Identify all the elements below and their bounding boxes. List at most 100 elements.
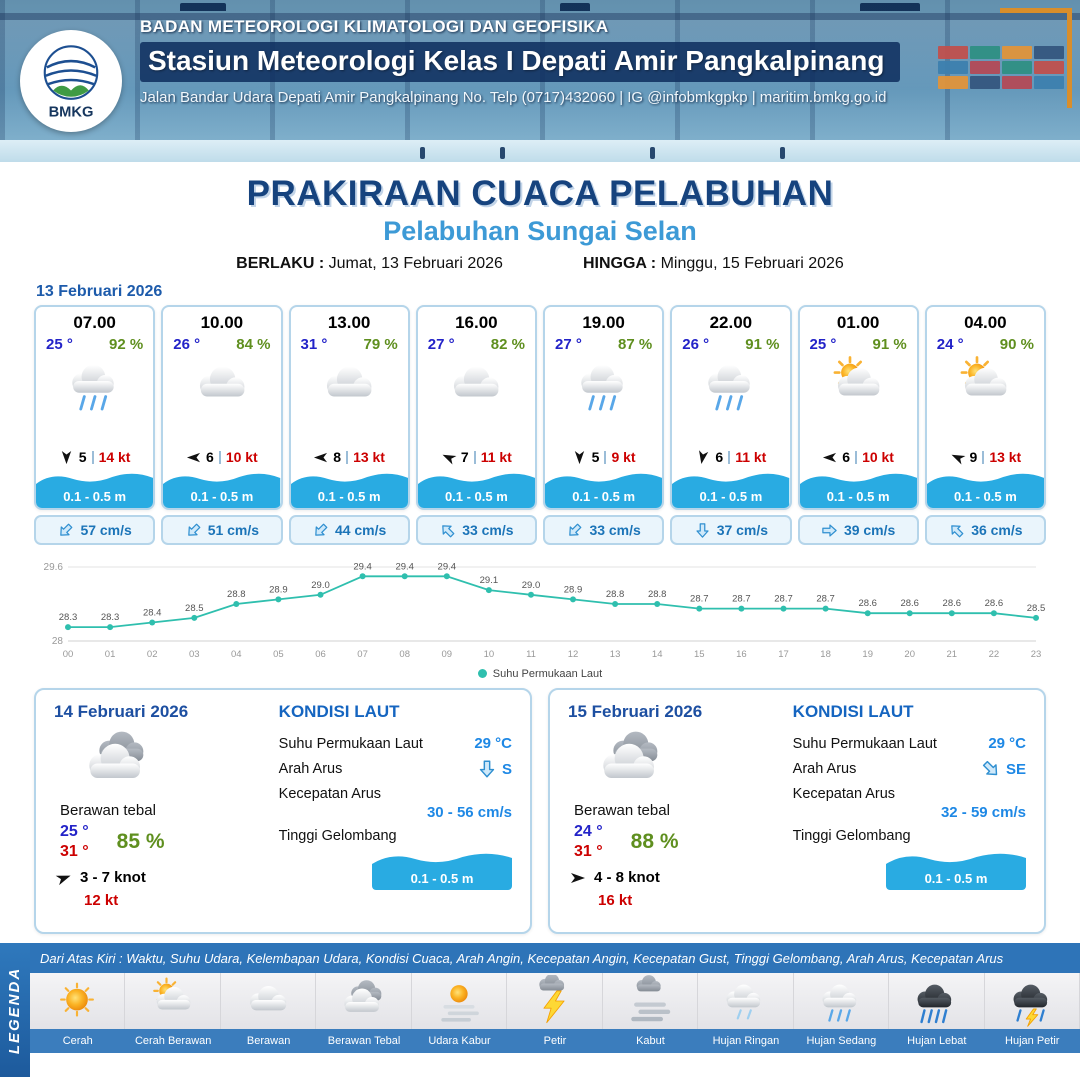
svg-text:08: 08 bbox=[399, 649, 410, 660]
logo-text: BMKG bbox=[49, 105, 94, 121]
svg-text:28.7: 28.7 bbox=[732, 594, 751, 605]
svg-text:28.6: 28.6 bbox=[858, 598, 877, 609]
legend-weather-icon bbox=[793, 973, 890, 1029]
current-speed-box: 57 cm/s bbox=[34, 515, 156, 545]
crane-arm-icon bbox=[1000, 8, 1072, 13]
terminal-floor-illustration bbox=[0, 140, 1080, 162]
person-silhouette bbox=[780, 147, 785, 159]
humidity: 91 % bbox=[872, 336, 907, 353]
hourly-card-body: 22.00 26 ° 91 % 6 11 kt 0.1 - 0.5 m bbox=[670, 305, 792, 510]
wind-speed: 8 bbox=[333, 449, 342, 465]
weather-icon bbox=[418, 353, 535, 417]
legend-item: Hujan Lebat bbox=[889, 973, 985, 1053]
daily-date: 14 Februari 2026 bbox=[54, 702, 189, 721]
sst-row: Suhu Permukaan Laut 29 °C bbox=[793, 735, 1026, 752]
current-speed-box: 33 cm/s bbox=[415, 515, 537, 545]
org-name: BADAN METEOROLOGI KLIMATOLOGI DAN GEOFIS… bbox=[140, 17, 609, 36]
air-temperature: 24 ° bbox=[936, 336, 964, 353]
legend-item: Kabut bbox=[602, 973, 699, 1053]
temp-humidity-row: 25 ° 92 % bbox=[36, 333, 153, 353]
wind-row: 9 13 kt bbox=[927, 449, 1044, 468]
daily-cards-row: 14 Februari 2026 Berawan tebal 25 ° 31 °… bbox=[0, 688, 1080, 934]
wind-speed: 5 bbox=[591, 449, 600, 465]
time-label: 19.00 bbox=[582, 313, 625, 332]
hourly-forecast-card: 01.00 25 ° 91 % 6 10 kt 0.1 - 0.5 m 39 c… bbox=[797, 305, 919, 545]
daily-weather-column: 14 Februari 2026 Berawan tebal 25 ° 31 °… bbox=[54, 702, 265, 920]
svg-text:04: 04 bbox=[231, 649, 242, 660]
current-direction-label: Arah Arus bbox=[792, 761, 857, 777]
temp-humidity-row: 31 ° 79 % bbox=[291, 333, 408, 353]
hourly-forecast-card: 04.00 24 ° 90 % 9 13 kt 0.1 - 0.5 m 36 c… bbox=[924, 305, 1046, 545]
sst-row: Suhu Permukaan Laut 29 °C bbox=[279, 735, 512, 752]
humidity: 79 % bbox=[363, 336, 398, 353]
svg-text:15: 15 bbox=[694, 649, 705, 660]
legend-weather-icon bbox=[220, 973, 317, 1029]
current-speed-row: Kecepatan Arus bbox=[279, 786, 512, 802]
legend-series-name: Suhu Permukaan Laut bbox=[492, 667, 603, 680]
hourly-card-body: 07.00 25 ° 92 % 5 14 kt 0.1 - 0.5 m bbox=[34, 305, 156, 510]
wave-icon bbox=[36, 473, 154, 508]
current-direction-icon bbox=[948, 522, 965, 539]
person-silhouette bbox=[650, 147, 655, 159]
svg-text:16: 16 bbox=[736, 649, 747, 660]
current-speed: 33 cm/s bbox=[589, 522, 641, 538]
wave-height-band: 0.1 - 0.5 m bbox=[372, 848, 512, 890]
time-label: 13.00 bbox=[327, 313, 371, 332]
current-direction-row: Arah Arus SE bbox=[793, 759, 1026, 779]
wind-direction-icon bbox=[55, 870, 72, 886]
legend-weather-icon bbox=[411, 973, 508, 1029]
humidity: 90 % bbox=[999, 336, 1034, 353]
weather-icon bbox=[545, 353, 662, 417]
wave-height: 0.1 - 0.5 m bbox=[953, 489, 1017, 504]
daily-weather-column: 15 Februari 2026 Berawan tebal 24 ° 31 °… bbox=[568, 702, 779, 920]
current-speed: 37 cm/s bbox=[716, 522, 769, 538]
separator bbox=[855, 450, 858, 464]
wave-height-label: Tinggi Gelombang bbox=[792, 828, 911, 844]
hourly-forecast-card: 07.00 25 ° 92 % 5 14 kt 0.1 - 0.5 m 57 c… bbox=[34, 305, 156, 545]
svg-text:28.7: 28.7 bbox=[816, 594, 835, 605]
humidity: 85 % bbox=[116, 830, 165, 853]
svg-text:20: 20 bbox=[904, 649, 915, 660]
wind-row: 3 - 7 knot bbox=[55, 869, 265, 886]
valid-to: HINGGA : Minggu, 15 Februari 2026 bbox=[583, 255, 844, 273]
weather-icon bbox=[80, 724, 265, 800]
current-speed: 39 cm/s bbox=[843, 522, 896, 538]
legend-item: Hujan Ringan bbox=[698, 973, 794, 1053]
humidity: 82 % bbox=[490, 336, 525, 353]
svg-text:28.3: 28.3 bbox=[59, 612, 78, 623]
wind-row: 6 10 kt bbox=[163, 449, 280, 468]
wave-height-band: 0.1 - 0.5 m bbox=[417, 468, 535, 508]
svg-text:28: 28 bbox=[52, 636, 64, 647]
wave-height: 0.1 - 0.5 m bbox=[410, 871, 474, 886]
humidity: 91 % bbox=[745, 336, 780, 353]
valid-from-value: Jumat, 13 Februari 2026 bbox=[328, 255, 503, 272]
hourly-forecast-card: 16.00 27 ° 82 % 7 11 kt 0.1 - 0.5 m 33 c… bbox=[415, 305, 537, 545]
wave-height-band: 0.1 - 0.5 m bbox=[799, 468, 917, 508]
wave-height: 0.1 - 0.5 m bbox=[572, 489, 636, 504]
station-name-band: Stasiun Meteorologi Kelas I Depati Amir … bbox=[140, 42, 901, 82]
current-direction-icon bbox=[312, 522, 329, 539]
current-direction-icon bbox=[57, 522, 74, 539]
svg-text:18: 18 bbox=[820, 649, 831, 660]
air-temperature: 26 ° bbox=[682, 336, 710, 353]
svg-text:07: 07 bbox=[357, 649, 368, 660]
ship-icon bbox=[560, 3, 590, 11]
legend-weather-icon bbox=[507, 973, 603, 1029]
svg-text:28.5: 28.5 bbox=[1027, 603, 1046, 614]
current-speed-row: Kecepatan Arus bbox=[793, 786, 1026, 802]
humidity: 88 % bbox=[630, 830, 679, 853]
current-speed-box: 44 cm/s bbox=[288, 515, 410, 545]
wind-range: 4 - 8 knot bbox=[594, 869, 660, 886]
svg-text:28.3: 28.3 bbox=[101, 612, 120, 623]
wind-range: 3 - 7 knot bbox=[80, 869, 146, 886]
svg-text:13: 13 bbox=[610, 649, 621, 660]
current-speed: 51 cm/s bbox=[207, 522, 260, 538]
legend-item-label: Hujan Petir bbox=[984, 1029, 1080, 1053]
legend-weather-icon bbox=[698, 973, 794, 1029]
svg-text:10: 10 bbox=[484, 649, 495, 660]
wave-icon bbox=[672, 473, 790, 508]
daily-forecast-card: 14 Februari 2026 Berawan tebal 25 ° 31 °… bbox=[34, 688, 532, 934]
svg-text:28.8: 28.8 bbox=[648, 589, 667, 600]
wind-row: 8 13 kt bbox=[291, 449, 408, 468]
